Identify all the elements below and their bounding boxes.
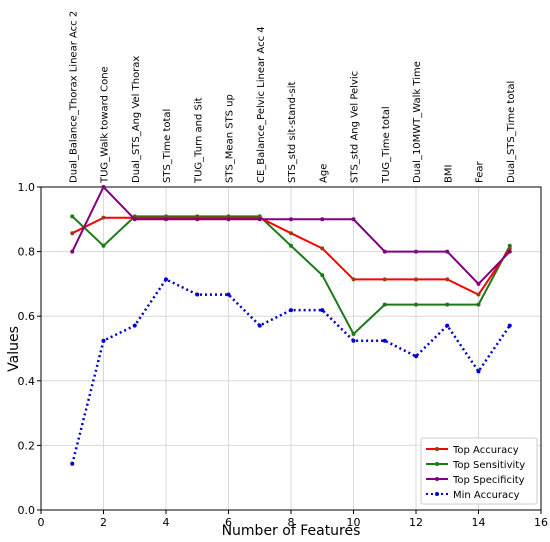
data-point xyxy=(507,246,512,251)
data-point xyxy=(289,243,293,248)
data-point xyxy=(414,249,418,254)
y-axis-label: Values xyxy=(6,326,22,372)
data-point xyxy=(289,308,293,313)
data-point xyxy=(507,249,512,254)
y-tick-label: 1.0 xyxy=(18,181,36,194)
feature-label: TUG_Walk toward Cone xyxy=(100,66,111,184)
x-tick-label: 10 xyxy=(347,516,361,529)
legend-marker xyxy=(435,477,439,481)
data-point xyxy=(414,354,418,359)
data-point xyxy=(476,281,481,286)
x-tick-label: 4 xyxy=(163,516,170,529)
data-point xyxy=(351,331,356,336)
feature-label: STS_std Ang Vel Pelvic xyxy=(350,71,361,183)
data-point xyxy=(289,217,293,222)
x-tick-label: 16 xyxy=(534,516,548,529)
axis-ticks: 0 2 4 6 8 10 12 14 16 0.0 0.2 0.4 0.6 0.8 1.0 xyxy=(18,181,549,529)
feature-label: STS_std sit-stand-sit xyxy=(287,81,298,183)
y-tick-label: 0.6 xyxy=(18,310,36,323)
x-tick-label: 12 xyxy=(409,516,423,529)
data-point xyxy=(476,369,481,374)
y-tick-label: 0.4 xyxy=(18,375,36,388)
feature-labels: Dual_Balance_Thorax Linear Acc 2 TUG_Walk… xyxy=(68,11,517,184)
data-point xyxy=(351,217,356,222)
data-point xyxy=(414,302,418,307)
data-point xyxy=(70,249,75,254)
legend-label: Top Accuracy xyxy=(452,445,519,456)
legend-marker xyxy=(435,462,439,466)
data-point xyxy=(476,292,481,297)
data-point xyxy=(382,302,387,307)
data-point xyxy=(164,217,168,222)
data-point xyxy=(195,292,200,297)
series-line xyxy=(71,277,511,465)
data-point xyxy=(382,338,387,343)
x-tick-label: 2 xyxy=(100,516,107,529)
data-point xyxy=(445,277,450,282)
data-point xyxy=(70,231,75,236)
feature-label: Dual_10MWT_Walk Time xyxy=(412,61,423,183)
data-point xyxy=(226,217,231,222)
feature-label: STS_Mean STS up xyxy=(225,94,236,183)
data-point xyxy=(445,249,450,254)
data-point xyxy=(351,338,356,343)
data-point xyxy=(257,217,262,222)
data-point xyxy=(132,217,137,222)
data-point xyxy=(382,277,387,282)
x-axis-label: Number of Features xyxy=(222,523,361,539)
data-point xyxy=(320,308,325,313)
feature-label: TUG_Time total xyxy=(381,106,392,184)
x-tick-label: 8 xyxy=(288,516,295,529)
data-point xyxy=(132,323,137,328)
x-tick-label: 14 xyxy=(472,516,486,529)
series-lines xyxy=(70,185,512,466)
legend-marker xyxy=(435,492,439,496)
data-point xyxy=(382,249,387,254)
y-tick-label: 0.2 xyxy=(18,439,36,452)
legend-label: Top Specificity xyxy=(452,475,525,486)
data-point xyxy=(320,246,325,251)
data-point xyxy=(101,338,106,343)
data-point xyxy=(320,217,325,222)
data-point xyxy=(226,292,231,297)
data-point xyxy=(320,273,325,278)
feature-label: Fear xyxy=(475,161,486,183)
feature-label: TUG_Turn and Sit xyxy=(193,97,204,184)
data-point xyxy=(101,185,106,189)
legend-label: Top Sensitivity xyxy=(452,460,525,471)
feature-label: Dual_STS_Time total xyxy=(506,81,517,183)
feature-label: CE_Balance_Pelvic Linear Acc 4 xyxy=(256,26,267,183)
feature-label: STS_Time total xyxy=(162,109,173,183)
x-tick-label: 6 xyxy=(225,516,232,529)
data-point xyxy=(507,323,512,328)
legend-label: Min Accuracy xyxy=(453,490,520,501)
data-point xyxy=(257,323,262,328)
legend-box xyxy=(420,437,538,505)
x-tick-label: 0 xyxy=(38,516,45,529)
data-point xyxy=(414,277,418,282)
data-point xyxy=(351,277,356,282)
data-point xyxy=(195,217,200,222)
data-point xyxy=(70,461,75,466)
data-point xyxy=(445,302,450,307)
data-point xyxy=(101,243,106,248)
data-point xyxy=(164,277,168,282)
feature-label: Dual_Balance_Thorax Linear Acc 2 xyxy=(68,11,79,183)
y-tick-label: 0.8 xyxy=(18,246,36,259)
legend-marker xyxy=(435,447,439,451)
data-point xyxy=(289,231,293,236)
feature-label: Dual_STS_Ang Vel Thorax xyxy=(131,56,142,183)
data-point xyxy=(445,323,450,328)
legend: Top Accuracy Top Sensitivity Top Specifici… xyxy=(420,437,538,505)
data-point xyxy=(70,214,75,219)
data-point xyxy=(476,302,481,307)
y-tick-label: 0.0 xyxy=(18,504,36,517)
data-point xyxy=(101,215,106,220)
feature-label: BMI xyxy=(443,165,454,183)
feature-label: Age xyxy=(318,164,329,183)
